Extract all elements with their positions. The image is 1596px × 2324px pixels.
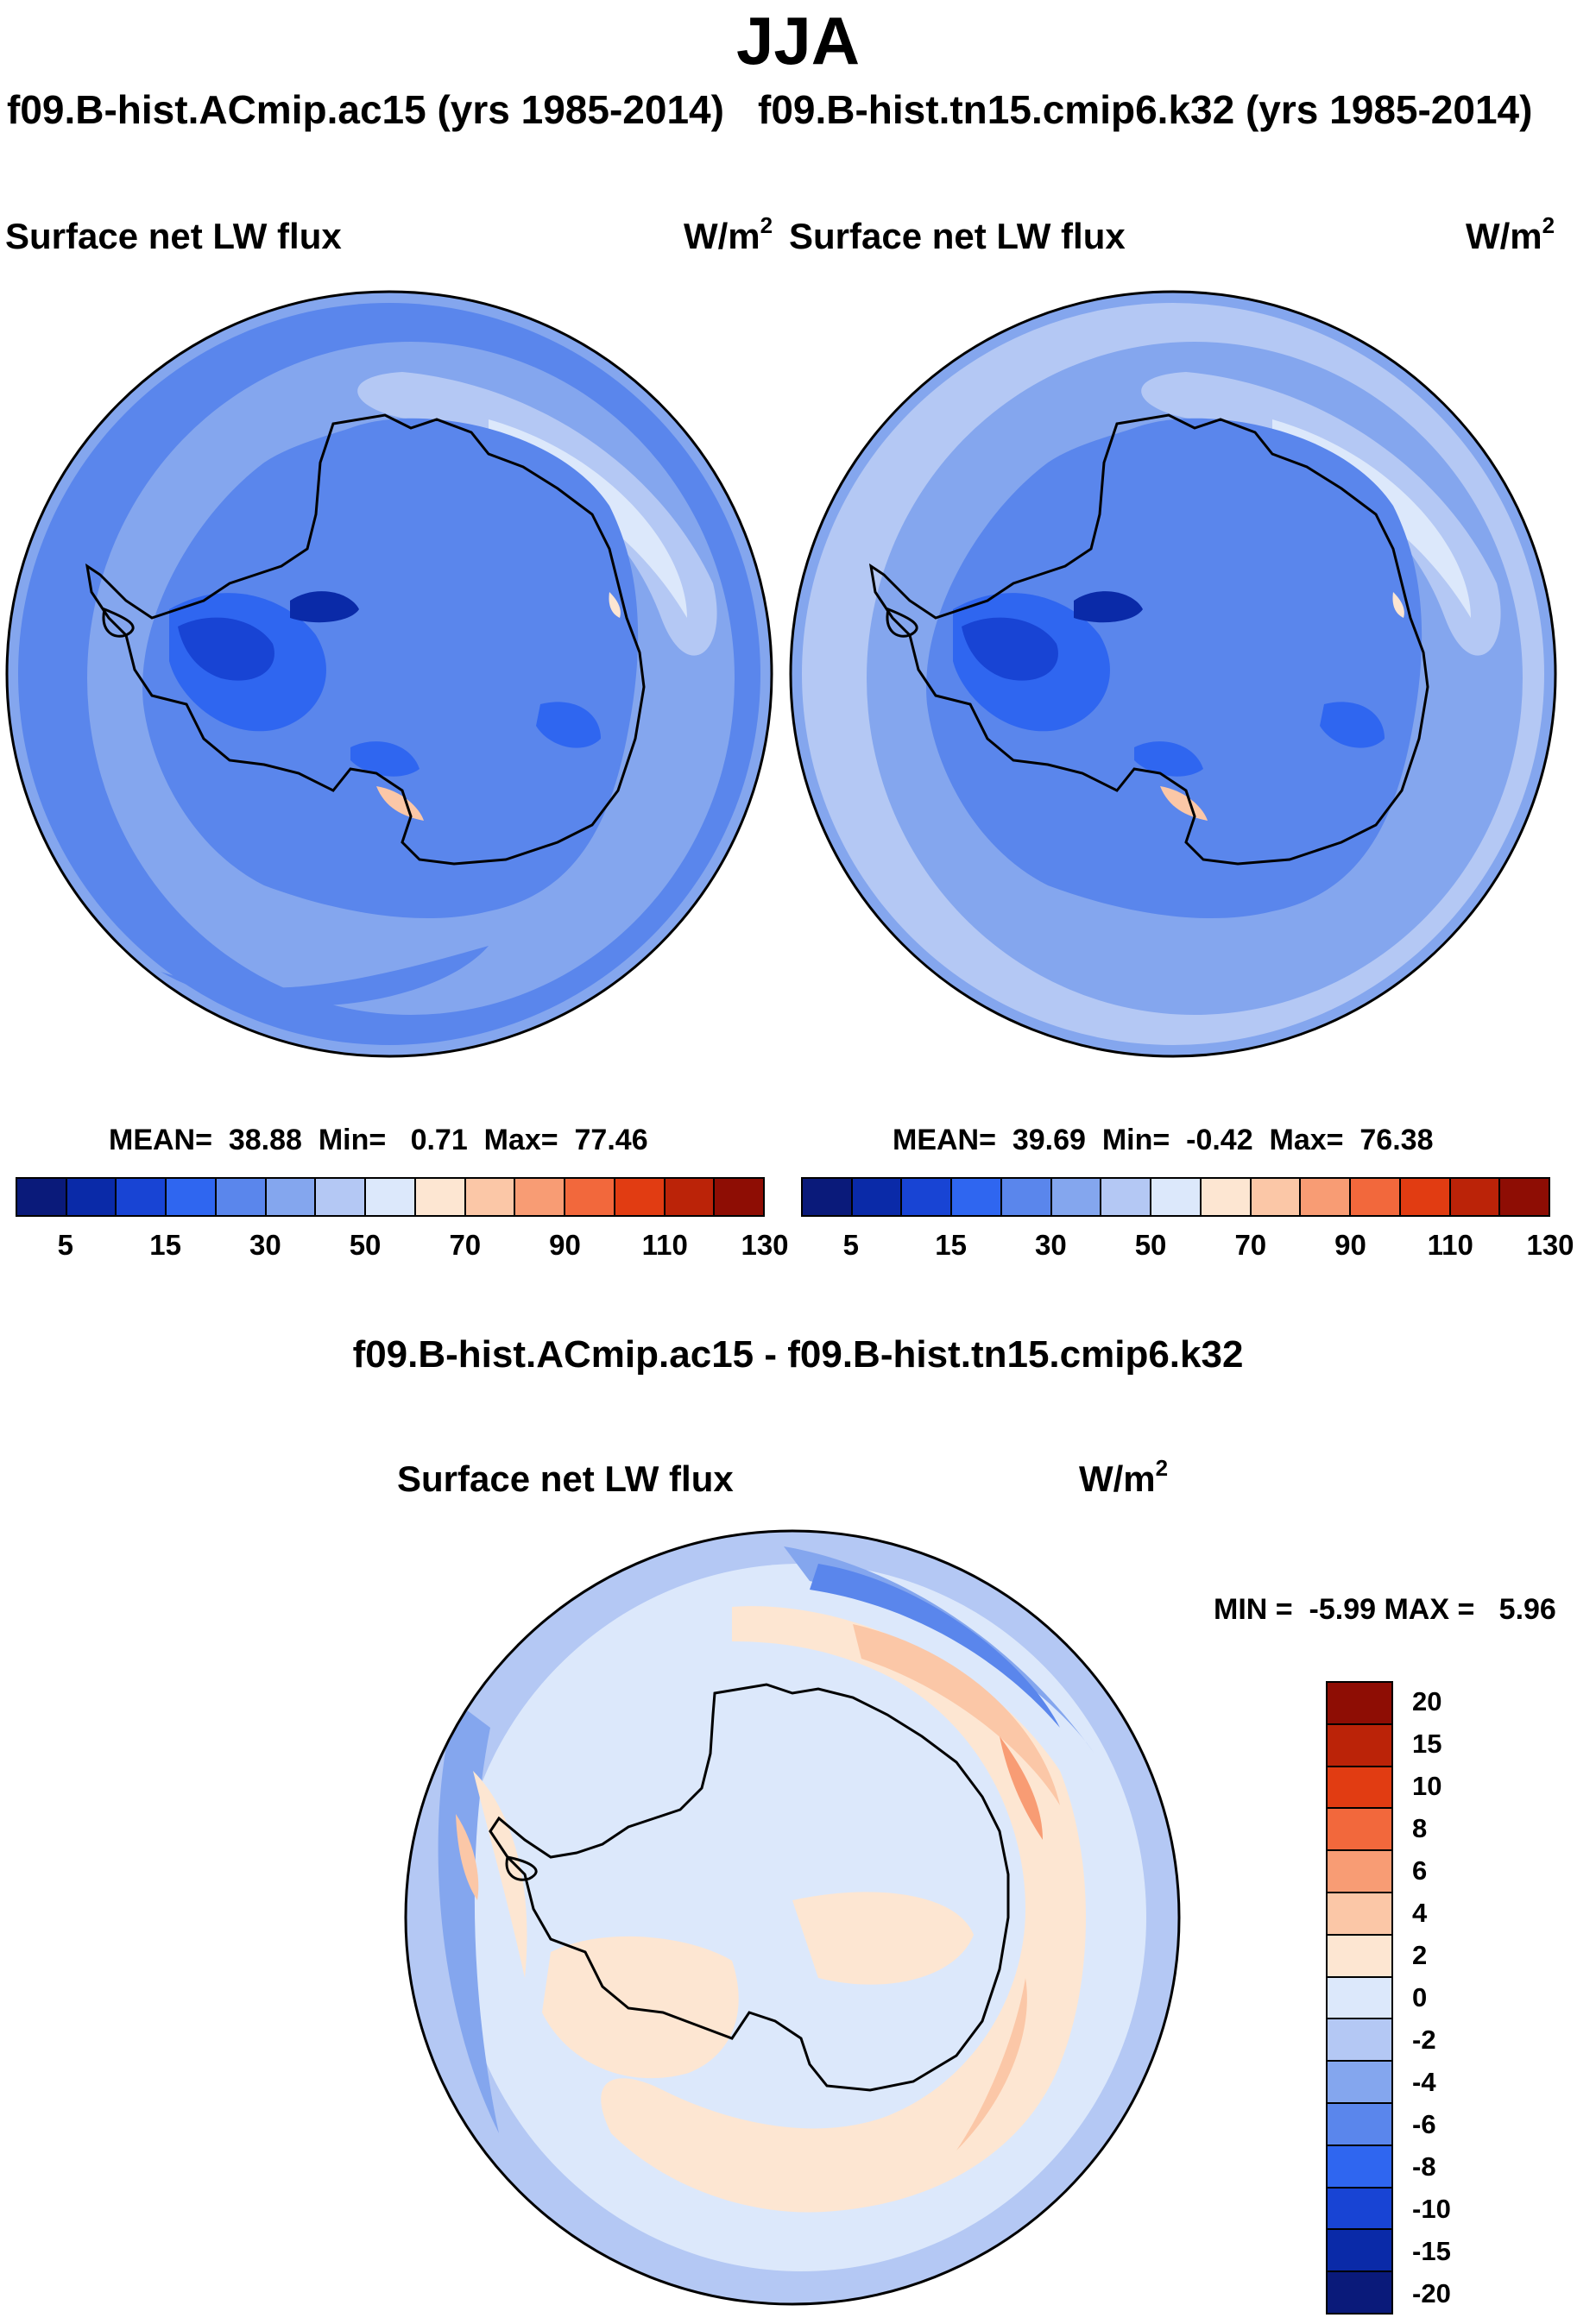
panel1-colorbar-swatch-12	[615, 1179, 666, 1215]
difference-colorbar-tick-label: 4	[1412, 1898, 1428, 1929]
panel2-colorbar-swatch-11	[1351, 1179, 1401, 1215]
panel1-colorbar-swatch-11	[565, 1179, 615, 1215]
difference-variable-title: Surface net LW flux	[397, 1458, 734, 1499]
panel2-colorbar-swatch-5	[1051, 1179, 1102, 1215]
difference-colorbar-swatch-10	[1328, 2103, 1391, 2146]
difference-colorbar-tick-label: 0	[1412, 1982, 1428, 2012]
panel2-colorbar-swatch-8	[1201, 1179, 1252, 1215]
panel1-colorbar-tick-label: 90	[549, 1229, 581, 1261]
panel1-case-title: f09.B-hist.ACmip.ac15 (yrs 1985-2014)	[7, 87, 724, 132]
panel2-colorbar-tick-label: 15	[935, 1229, 967, 1261]
main-title: JJA	[735, 3, 861, 79]
panel2-colorbar-swatch-7	[1151, 1179, 1202, 1215]
difference-colorbar-swatch-3	[1328, 1809, 1391, 1852]
panel2-colorbar-tick-label: 30	[1034, 1229, 1067, 1261]
panel1-colorbar-labels: 5 15 30 50 70 90 110 130	[16, 1229, 789, 1263]
panel1-colorbar-tick-label: 110	[641, 1229, 688, 1261]
panel1-colorbar-swatch-8	[415, 1179, 466, 1215]
difference-colorbar-tick-label: -6	[1412, 2108, 1436, 2139]
panel1-colorbar-swatch-13	[665, 1179, 716, 1215]
difference-colorbar-labels: 20 15 10 8 6 4 2 0 -2 -4 -6 -8 -10 -15 -20	[1412, 1681, 1516, 2315]
panel1-units: W/m2	[684, 212, 773, 256]
difference-colorbar-swatch-8	[1328, 2019, 1391, 2063]
difference-colorbar-tick-label: 2	[1412, 1940, 1428, 1971]
antarctic-lw-flux-map-k32	[789, 290, 1557, 1058]
panel2-colorbar-tick-label: 90	[1334, 1229, 1366, 1261]
panel2-colorbar-swatch-9	[1251, 1179, 1302, 1215]
panel2-colorbar	[801, 1177, 1550, 1217]
panel1-colorbar-swatch-5	[266, 1179, 317, 1215]
difference-colorbar-swatch-2	[1328, 1767, 1391, 1810]
panel2-colorbar-tick-label: 70	[1234, 1229, 1267, 1261]
difference-stats: MIN = -5.99 MAX = 5.96	[1214, 1593, 1556, 1626]
difference-colorbar-tick-label: 8	[1412, 1813, 1428, 1844]
panel2-colorbar-swatch-13	[1450, 1179, 1501, 1215]
antarctic-lw-flux-difference-map	[404, 1529, 1181, 2306]
panel1-colorbar-tick-label: 70	[449, 1229, 482, 1261]
panel1-colorbar-tick-label: 50	[349, 1229, 382, 1261]
difference-colorbar-swatch-6	[1328, 1935, 1391, 1978]
panel2-colorbar-swatch-14	[1500, 1179, 1549, 1215]
difference-colorbar-tick-label: -15	[1412, 2235, 1451, 2266]
panel2-colorbar-swatch-3	[952, 1179, 1002, 1215]
panel1-colorbar-swatch-10	[515, 1179, 566, 1215]
difference-colorbar-tick-label: -2	[1412, 2024, 1436, 2055]
difference-colorbar-swatch-12	[1328, 2188, 1391, 2231]
difference-colorbar-tick-label: 10	[1412, 1771, 1442, 1802]
panel2-colorbar-swatch-1	[852, 1179, 903, 1215]
panel1-stats: MEAN= 38.88 Min= 0.71 Max= 77.46	[109, 1124, 648, 1156]
difference-colorbar-swatch-11	[1328, 2145, 1391, 2189]
panel2-colorbar-tick-label: 50	[1134, 1229, 1167, 1261]
panel1-colorbar-swatch-4	[216, 1179, 267, 1215]
difference-colorbar-swatch-13	[1328, 2230, 1391, 2273]
panel2-stats: MEAN= 39.69 Min= -0.42 Max= 76.38	[893, 1124, 1434, 1156]
panel2-case-title: f09.B-hist.tn15.cmip6.k32 (yrs 1985-2014…	[758, 87, 1533, 132]
panel1-colorbar	[16, 1177, 765, 1217]
panel2-colorbar-swatch-2	[902, 1179, 953, 1215]
panel1-colorbar-tick-label: 5	[57, 1229, 74, 1261]
panel2-colorbar-labels: 5 15 30 50 70 90 110 130	[801, 1229, 1574, 1263]
difference-colorbar-swatch-14	[1328, 2272, 1391, 2313]
panel1-colorbar-tick-label: 15	[149, 1229, 181, 1261]
difference-colorbar-swatch-0	[1328, 1683, 1391, 1725]
panel1-colorbar-swatch-14	[715, 1179, 764, 1215]
difference-colorbar-tick-label: -10	[1412, 2193, 1451, 2224]
difference-units: W/m2	[1079, 1455, 1169, 1499]
panel2-colorbar-tick-label: 130	[1526, 1229, 1574, 1261]
panel1-colorbar-tick-label: 30	[249, 1229, 281, 1261]
panel1-colorbar-swatch-0	[17, 1179, 67, 1215]
difference-colorbar-tick-label: 6	[1412, 1855, 1428, 1886]
panel2-colorbar-swatch-10	[1301, 1179, 1352, 1215]
panel2-colorbar-swatch-4	[1001, 1179, 1052, 1215]
panel2-colorbar-swatch-0	[803, 1179, 853, 1215]
difference-colorbar-swatch-7	[1328, 1977, 1391, 2020]
difference-colorbar-swatch-9	[1328, 2062, 1391, 2104]
difference-colorbar	[1326, 1681, 1393, 2315]
antarctic-lw-flux-map-ac15	[5, 290, 773, 1058]
panel1-colorbar-swatch-2	[117, 1179, 167, 1215]
difference-colorbar-tick-label: -20	[1412, 2277, 1451, 2308]
panel2-colorbar-swatch-12	[1400, 1179, 1451, 1215]
panel1-colorbar-tick-label: 130	[741, 1229, 789, 1261]
difference-colorbar-tick-label: -4	[1412, 2066, 1436, 2097]
difference-colorbar-tick-label: 15	[1412, 1729, 1442, 1760]
difference-title: f09.B-hist.ACmip.ac15 - f09.B-hist.tn15.…	[352, 1333, 1244, 1376]
panel2-colorbar-tick-label: 5	[842, 1229, 860, 1261]
panel2-colorbar-swatch-6	[1101, 1179, 1152, 1215]
difference-colorbar-swatch-4	[1328, 1851, 1391, 1893]
difference-colorbar-swatch-1	[1328, 1724, 1391, 1767]
difference-colorbar-swatch-5	[1328, 1893, 1391, 1936]
panel1-colorbar-swatch-7	[366, 1179, 416, 1215]
panel1-variable-title: Surface net LW flux	[5, 216, 342, 256]
difference-colorbar-tick-label: -8	[1412, 2151, 1436, 2182]
panel1-colorbar-swatch-6	[316, 1179, 367, 1215]
panel1-colorbar-swatch-3	[167, 1179, 217, 1215]
difference-colorbar-tick-label: 20	[1412, 1686, 1442, 1717]
panel2-variable-title: Surface net LW flux	[789, 216, 1126, 256]
panel2-colorbar-tick-label: 110	[1427, 1229, 1473, 1261]
panel1-colorbar-swatch-9	[465, 1179, 516, 1215]
panel2-units: W/m2	[1466, 212, 1555, 256]
panel1-colorbar-swatch-1	[66, 1179, 117, 1215]
